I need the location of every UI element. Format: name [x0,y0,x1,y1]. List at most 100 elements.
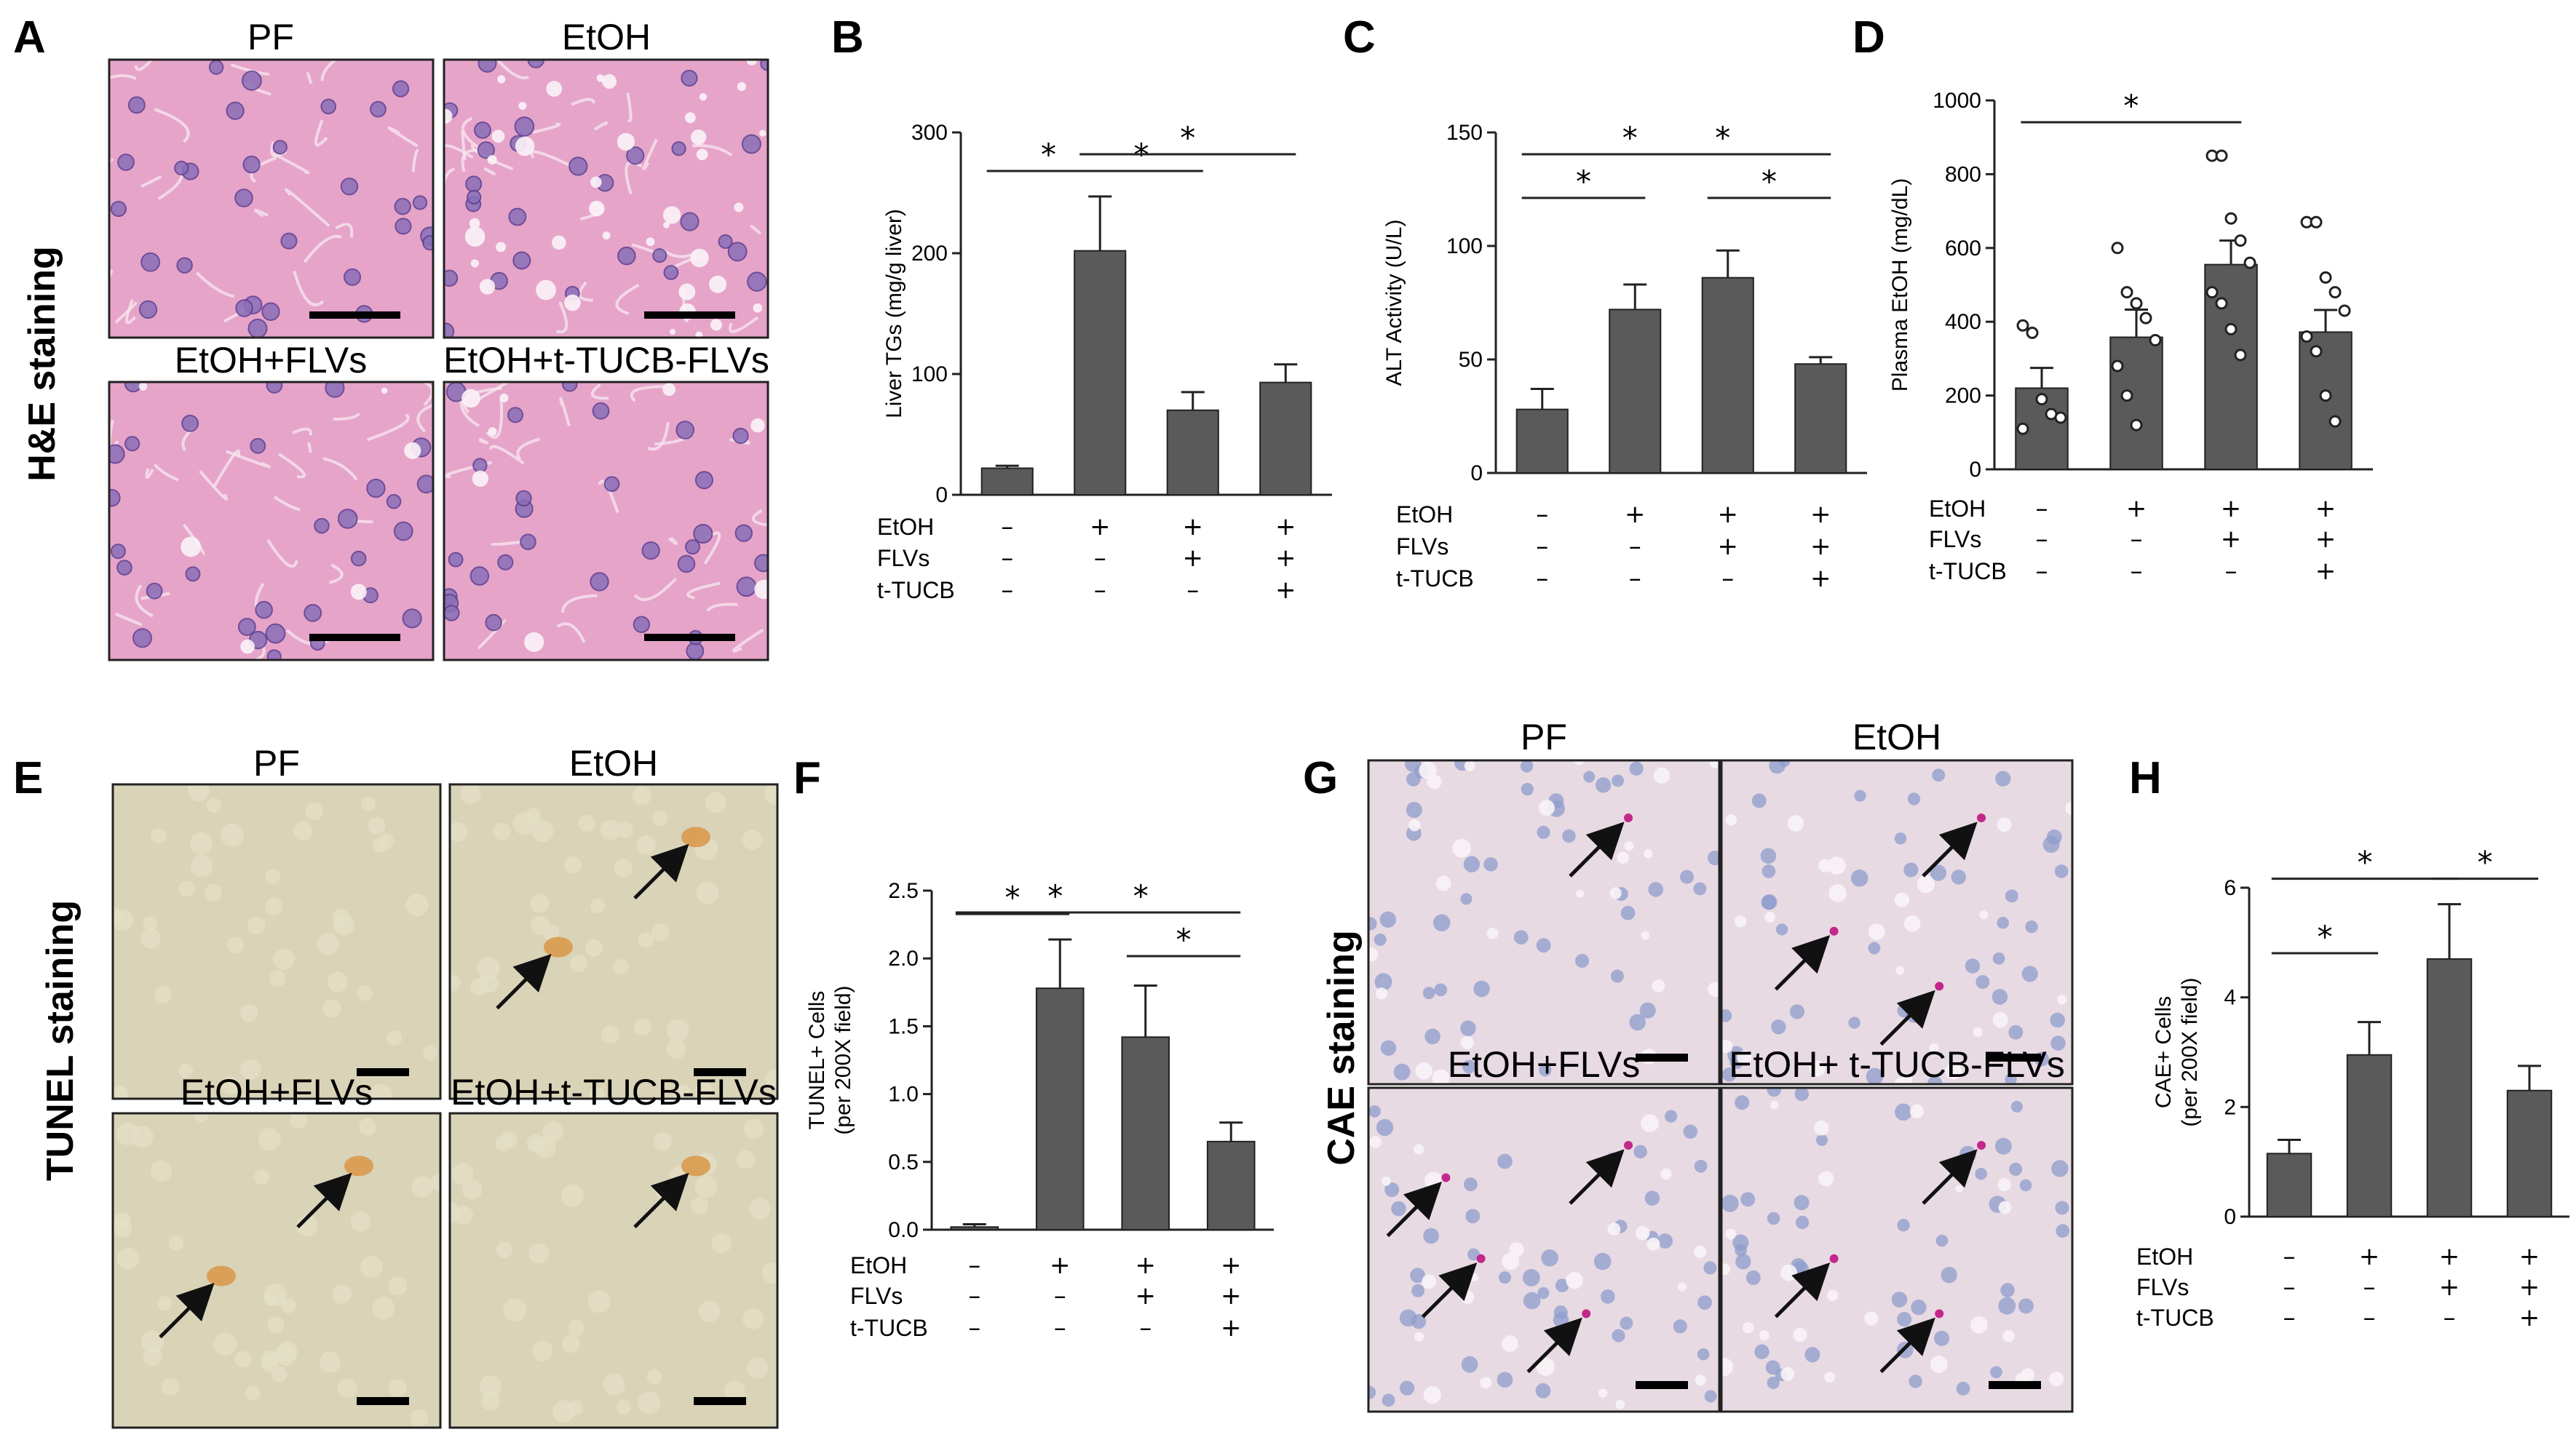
cell-texture [113,907,122,925]
lipid-vacuole [1617,851,1630,864]
sinusoid-line [333,413,360,421]
nucleus [2025,920,2038,934]
y-tick-label: 0 [1969,458,1981,482]
nucleus [1465,1209,1481,1224]
pointer-arrow [1774,935,1831,991]
treatment-sign: – [2036,494,2048,523]
lipid-vacuole [1641,1114,1659,1132]
nucleus [1990,1366,2002,1379]
nucleus [747,271,767,292]
cae-positive-cell [1935,982,1944,991]
significance-star: * [1176,922,1192,958]
lipid-vacuole [1646,1237,1660,1251]
panel-letter-h: H [2129,753,2162,803]
cell-texture [711,1233,732,1254]
micrograph-border [443,58,769,339]
cae-positive-cell [1829,1254,1839,1263]
nucleus [138,300,158,319]
cell-texture [461,1179,483,1200]
nucleus [266,382,283,394]
lipid-vacuole [1536,1357,1555,1376]
lipid-vacuole [1992,1012,2008,1028]
lipid-vacuole [1432,1069,1450,1084]
nucleus [1896,1311,1912,1327]
sinusoid-line [692,144,733,157]
cell-texture [552,1400,575,1423]
y-tick-label: 50 [1459,348,1483,372]
nucleus [1521,782,1534,796]
nucleus [2005,889,2018,903]
lipid-vacuole [669,328,676,335]
lipid-vacuole [1652,979,1665,992]
lipid-vacuole [602,73,617,89]
cell-texture [459,784,481,804]
pointer-arrow [496,953,552,1010]
significance-star: * [1047,878,1063,914]
nucleus [1665,1110,1678,1123]
lipid-vacuole [1721,1263,1730,1276]
lipid-vacuole [1694,1245,1707,1258]
pointer-arrow [1569,1149,1625,1205]
nucleus [1537,1286,1550,1300]
scale-bar [309,311,400,319]
nucleus [671,141,686,156]
data-point [2016,319,2029,332]
sinusoid-line [590,383,609,400]
sinusoid-line [314,119,328,147]
bar [2266,1153,2313,1218]
cell-texture [454,1206,473,1225]
scale-bar [694,1068,746,1076]
lipid-vacuole [1460,1035,1474,1050]
lipid-vacuole [1415,1062,1432,1080]
tissue-background [109,60,433,338]
lipid-vacuole [1945,1062,1962,1080]
sinusoid-line [292,427,312,436]
nucleus [110,544,126,560]
cell-texture [749,1198,771,1220]
sinusoid-line [444,144,474,159]
nucleus [1907,792,1921,805]
treatment-sign: + [1275,512,1296,541]
treatment-sign: – [2036,525,2048,554]
cell-texture [289,1113,308,1129]
nucleus [1930,864,1947,881]
nucleus [234,188,253,207]
lipid-vacuole [662,383,676,397]
nucleus [1601,1289,1615,1304]
nucleus [1997,916,2009,929]
cell-texture [161,1377,180,1396]
bar [1794,363,1847,474]
nucleus [681,69,698,87]
nucleus [1620,905,1636,920]
nucleus [1956,1381,1970,1396]
cell-texture [423,1046,438,1061]
lipid-vacuole [1909,1104,1925,1118]
data-point [2120,286,2133,299]
lipid-vacuole [1780,1264,1798,1281]
cell-texture [370,1083,392,1099]
nucleus [395,218,412,235]
nucleus [185,566,201,582]
nucleus [727,242,748,262]
sinusoid-line [496,60,530,79]
treatment-sign: – [1054,1313,1066,1342]
nucleus [1629,1014,1646,1031]
cell-texture [600,819,621,840]
cell-texture [317,933,339,955]
cell-texture [695,1081,713,1099]
nucleus [304,603,322,622]
treatment-sign: – [2283,1273,2296,1302]
treatment-sign: – [2036,557,2048,586]
cell-texture [131,1126,154,1148]
bar [2299,331,2353,470]
data-point [2319,389,2332,402]
nucleus [1697,1295,1712,1310]
nucleus [617,246,636,266]
nucleus [512,251,531,270]
nucleus [1382,1393,1395,1407]
sinusoid-line [109,269,114,282]
nucleus [1761,864,1776,878]
treatment-sign: + [2221,525,2242,554]
cell-texture [761,1262,777,1284]
